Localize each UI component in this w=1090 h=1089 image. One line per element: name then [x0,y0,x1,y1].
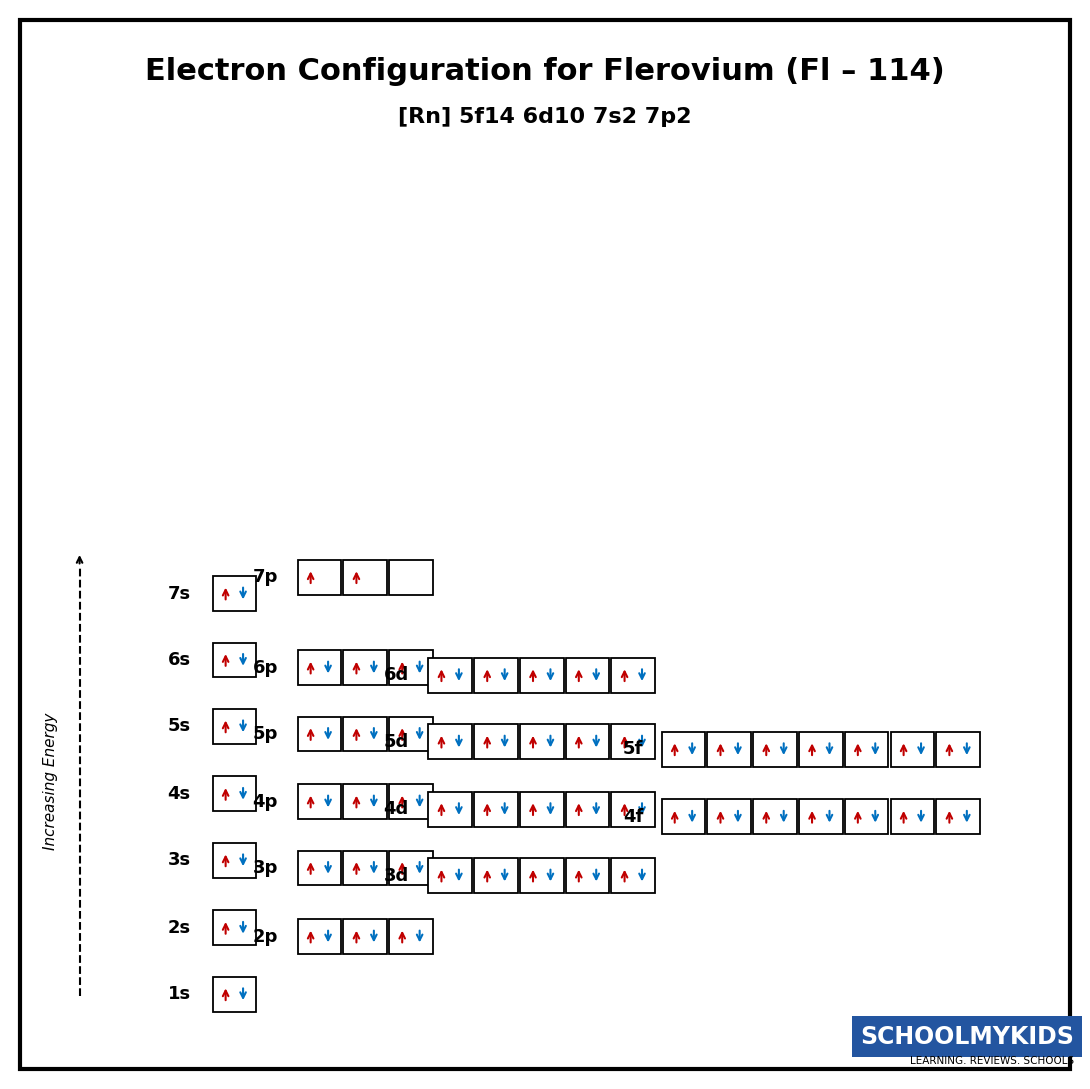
Text: 4f: 4f [622,808,643,825]
Bar [343,851,387,885]
Bar [707,799,751,834]
Bar [845,732,888,767]
Bar [566,658,609,693]
Bar [566,792,609,827]
Bar [936,799,980,834]
Bar [213,776,256,811]
Text: 2p: 2p [253,928,278,945]
Bar [520,858,564,893]
Bar [298,919,341,954]
Text: 5f: 5f [622,741,643,758]
Bar [389,919,433,954]
Bar [213,910,256,945]
Bar [389,560,433,595]
Text: [Rn] 5f14 6d10 7s2 7p2: [Rn] 5f14 6d10 7s2 7p2 [398,107,692,126]
Text: 4p: 4p [253,793,278,810]
Text: 4d: 4d [384,800,409,818]
Bar [389,784,433,819]
Bar [611,792,655,827]
Bar [799,799,843,834]
Bar [520,792,564,827]
Bar [936,732,980,767]
Bar [753,732,797,767]
Bar [566,724,609,759]
Bar [213,709,256,744]
Bar [474,858,518,893]
Bar [428,858,472,893]
Bar [474,792,518,827]
Bar [891,799,934,834]
Bar [213,977,256,1012]
Bar [298,717,341,751]
Bar [662,799,705,834]
Text: 5p: 5p [253,725,278,743]
Bar [474,724,518,759]
Text: 6p: 6p [253,659,278,676]
Bar [389,650,433,685]
Bar [428,792,472,827]
Bar [298,650,341,685]
Text: 1s: 1s [168,986,191,1003]
Text: 5s: 5s [168,718,191,735]
Text: 6d: 6d [384,666,409,684]
Text: 7s: 7s [168,585,191,602]
Bar [611,724,655,759]
Bar [298,784,341,819]
Text: Increasing Energy: Increasing Energy [43,712,58,851]
Bar [213,576,256,611]
Bar [799,732,843,767]
Bar [707,732,751,767]
Bar [428,658,472,693]
Bar [520,724,564,759]
Text: 3p: 3p [253,859,278,877]
Text: 3s: 3s [168,852,191,869]
Bar [343,650,387,685]
Text: LEARNING. REVIEWS. SCHOOLS: LEARNING. REVIEWS. SCHOOLS [909,1055,1074,1066]
Text: SCHOOLMYKIDS: SCHOOLMYKIDS [860,1025,1074,1049]
Bar [611,858,655,893]
Bar [213,643,256,677]
Bar [662,732,705,767]
Bar [753,799,797,834]
Text: 2s: 2s [168,919,191,937]
Bar [213,843,256,878]
Bar [298,560,341,595]
Bar [389,851,433,885]
Bar [566,858,609,893]
Text: 5d: 5d [384,733,409,750]
Text: 3d: 3d [384,867,409,884]
Bar [845,799,888,834]
Text: Electron Configuration for Flerovium (Fl – 114): Electron Configuration for Flerovium (Fl… [145,58,945,86]
Bar [891,732,934,767]
Text: 4s: 4s [168,785,191,803]
Bar [611,658,655,693]
Bar [343,919,387,954]
Text: 6s: 6s [168,651,191,669]
Bar [520,658,564,693]
Bar [389,717,433,751]
Text: 7p: 7p [253,568,278,586]
Bar [298,851,341,885]
Bar [343,784,387,819]
Bar [428,724,472,759]
Bar [343,717,387,751]
Bar [474,658,518,693]
Bar [343,560,387,595]
